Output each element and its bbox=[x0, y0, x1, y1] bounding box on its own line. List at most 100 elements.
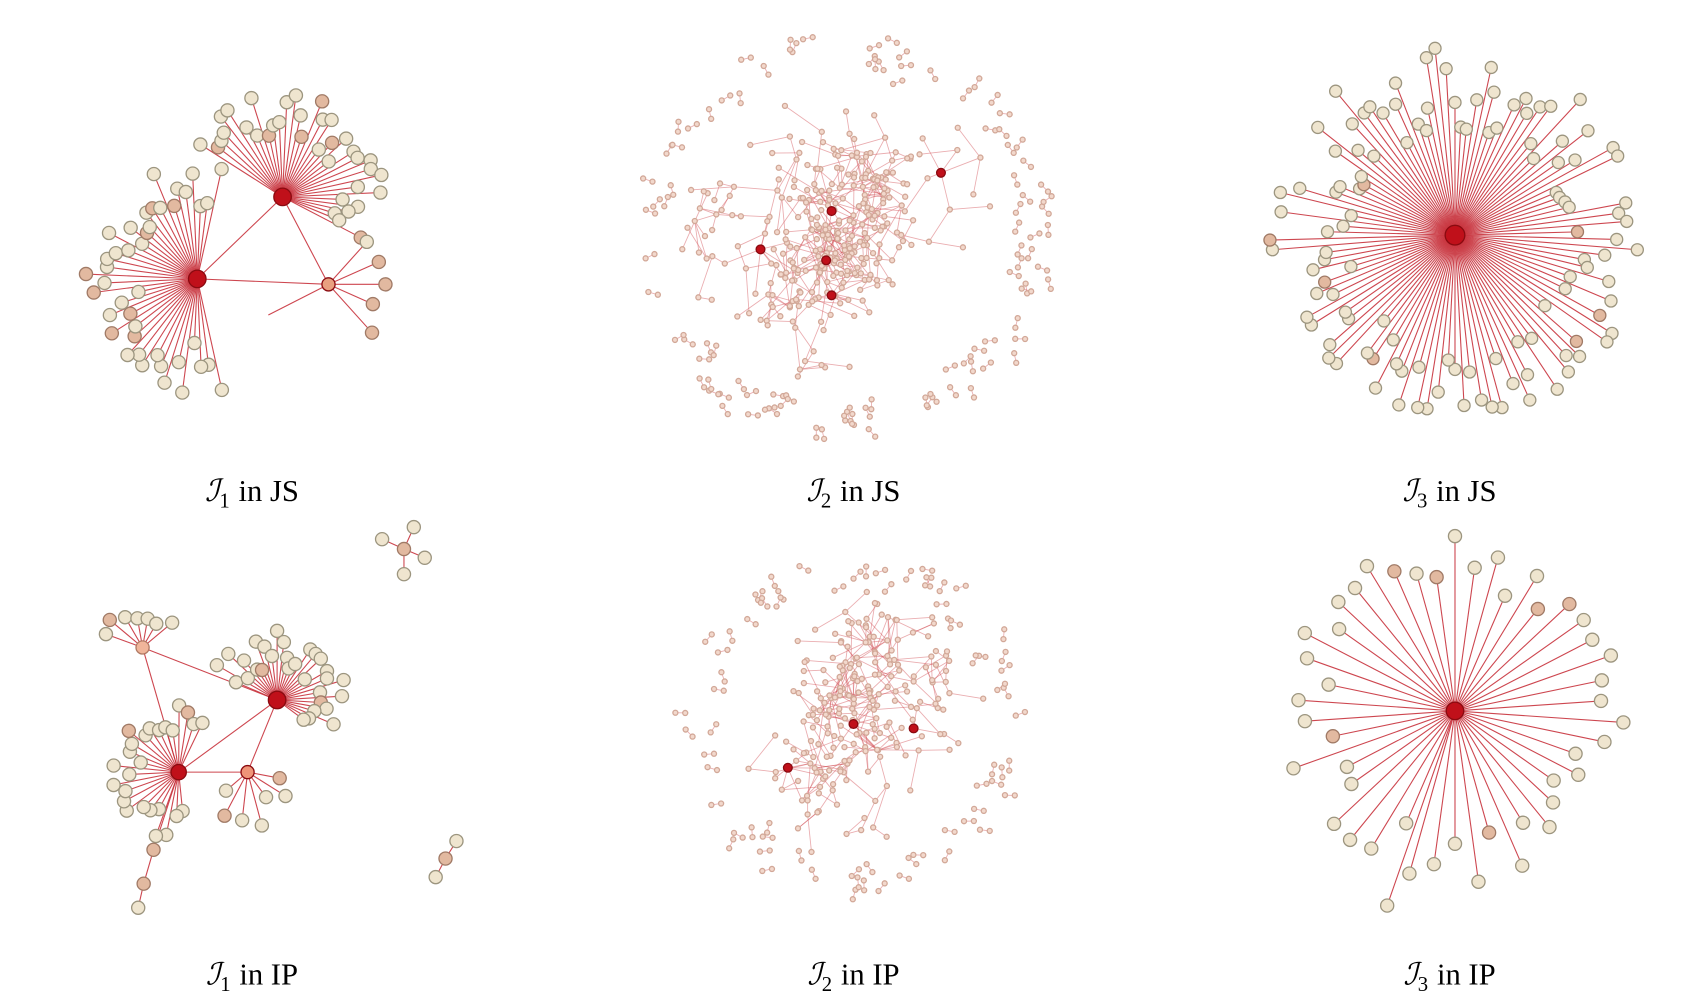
node bbox=[918, 733, 926, 740]
node bbox=[777, 402, 784, 410]
node bbox=[846, 404, 853, 411]
node bbox=[816, 783, 824, 791]
node bbox=[837, 270, 845, 277]
edge bbox=[691, 186, 734, 191]
edge bbox=[108, 232, 198, 280]
edge bbox=[841, 137, 886, 151]
edge bbox=[1336, 234, 1456, 364]
node bbox=[833, 164, 841, 171]
node bbox=[888, 647, 895, 654]
node bbox=[272, 114, 287, 130]
node bbox=[889, 169, 897, 176]
node bbox=[1467, 560, 1482, 575]
node bbox=[752, 290, 759, 297]
node bbox=[834, 152, 842, 159]
node bbox=[796, 366, 804, 373]
node bbox=[858, 675, 866, 682]
edge bbox=[1395, 82, 1456, 236]
node bbox=[1611, 206, 1626, 220]
node bbox=[1448, 95, 1462, 110]
edge bbox=[1293, 710, 1456, 769]
edge bbox=[1363, 112, 1456, 236]
edge bbox=[1370, 710, 1456, 849]
node bbox=[438, 851, 453, 866]
edge bbox=[165, 772, 180, 836]
node bbox=[850, 174, 858, 181]
node bbox=[1377, 314, 1391, 328]
edge bbox=[815, 156, 858, 170]
node bbox=[866, 703, 873, 711]
edge bbox=[221, 140, 283, 198]
node bbox=[350, 179, 366, 195]
node bbox=[851, 710, 858, 717]
node bbox=[768, 260, 775, 267]
node bbox=[661, 203, 668, 210]
node bbox=[813, 434, 820, 441]
edge bbox=[972, 157, 981, 195]
edge bbox=[1298, 699, 1456, 712]
node bbox=[883, 723, 890, 730]
node bbox=[1273, 185, 1288, 200]
edge bbox=[282, 151, 354, 198]
node bbox=[744, 615, 751, 623]
node bbox=[180, 705, 196, 720]
edge bbox=[1416, 573, 1456, 712]
node bbox=[1347, 580, 1363, 596]
node bbox=[802, 234, 809, 241]
node bbox=[850, 575, 857, 582]
edge bbox=[835, 295, 870, 313]
node bbox=[801, 357, 809, 365]
node bbox=[693, 120, 701, 128]
node bbox=[793, 244, 800, 252]
edge bbox=[1454, 557, 1499, 712]
edge bbox=[1447, 235, 1456, 361]
node bbox=[1006, 111, 1013, 118]
node bbox=[782, 738, 790, 745]
node bbox=[947, 624, 954, 632]
node bbox=[742, 265, 750, 272]
edge bbox=[840, 771, 876, 802]
node bbox=[1018, 242, 1025, 249]
node bbox=[102, 307, 118, 323]
node bbox=[946, 206, 954, 213]
edge bbox=[797, 812, 818, 829]
node bbox=[967, 358, 975, 365]
edge bbox=[864, 193, 884, 196]
node bbox=[886, 194, 893, 201]
node bbox=[324, 135, 340, 151]
node bbox=[816, 707, 824, 714]
node bbox=[1524, 331, 1539, 346]
node bbox=[829, 781, 837, 788]
node bbox=[862, 639, 869, 646]
node bbox=[880, 66, 887, 74]
node bbox=[882, 176, 889, 183]
edge bbox=[784, 277, 791, 308]
edge bbox=[874, 650, 892, 663]
edge bbox=[178, 699, 278, 773]
node bbox=[773, 410, 781, 418]
node bbox=[910, 851, 917, 859]
node bbox=[808, 866, 816, 873]
node bbox=[810, 753, 817, 761]
node bbox=[959, 95, 967, 102]
node bbox=[863, 615, 870, 623]
node bbox=[713, 342, 720, 349]
node bbox=[743, 391, 751, 399]
edge bbox=[750, 136, 790, 146]
edge bbox=[860, 800, 876, 831]
edge bbox=[1351, 215, 1456, 236]
edge bbox=[1324, 234, 1456, 261]
node bbox=[813, 769, 820, 776]
node bbox=[932, 700, 939, 707]
node bbox=[790, 183, 798, 191]
node bbox=[1331, 621, 1347, 637]
node bbox=[793, 156, 800, 163]
node bbox=[764, 603, 771, 610]
edge bbox=[803, 738, 842, 754]
edge bbox=[1454, 710, 1554, 781]
node bbox=[149, 616, 164, 631]
node bbox=[642, 255, 649, 262]
node bbox=[848, 420, 856, 427]
edge bbox=[1454, 710, 1605, 743]
node bbox=[682, 726, 689, 733]
